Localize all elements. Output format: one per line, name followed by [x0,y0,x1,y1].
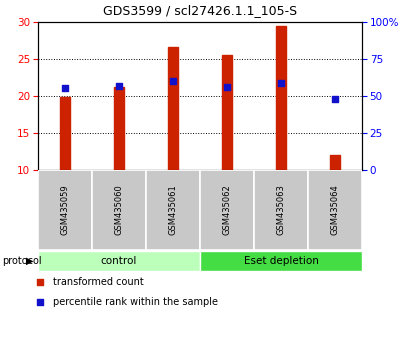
Text: control: control [101,256,137,266]
Text: GSM435064: GSM435064 [330,185,340,235]
Text: ▶: ▶ [26,256,34,266]
Point [116,83,122,88]
Point [224,84,230,90]
Text: Eset depletion: Eset depletion [244,256,318,266]
Point [278,80,284,86]
Bar [254,170,308,250]
Point [62,85,68,91]
Bar [200,251,362,271]
Bar [200,170,254,250]
Text: GSM435061: GSM435061 [168,185,178,235]
Point [332,96,338,102]
Bar [308,170,362,250]
Point [36,299,43,305]
Bar [276,26,286,170]
Text: GSM435063: GSM435063 [276,184,286,235]
Bar [114,87,124,170]
Bar [38,170,92,250]
Text: protocol: protocol [2,256,42,266]
Point [170,78,176,84]
Text: transformed count: transformed count [53,277,144,287]
Text: GSM435059: GSM435059 [60,185,70,235]
Bar [222,55,232,170]
Bar [330,155,340,170]
Text: GDS3599 / scl27426.1.1_105-S: GDS3599 / scl27426.1.1_105-S [103,5,297,17]
Bar [168,47,178,170]
Point [36,279,43,285]
Bar [38,251,200,271]
Bar [60,97,70,170]
Text: GSM435060: GSM435060 [114,185,124,235]
Text: GSM435062: GSM435062 [222,185,232,235]
Text: percentile rank within the sample: percentile rank within the sample [53,297,218,307]
Bar [92,170,146,250]
Bar [146,170,200,250]
